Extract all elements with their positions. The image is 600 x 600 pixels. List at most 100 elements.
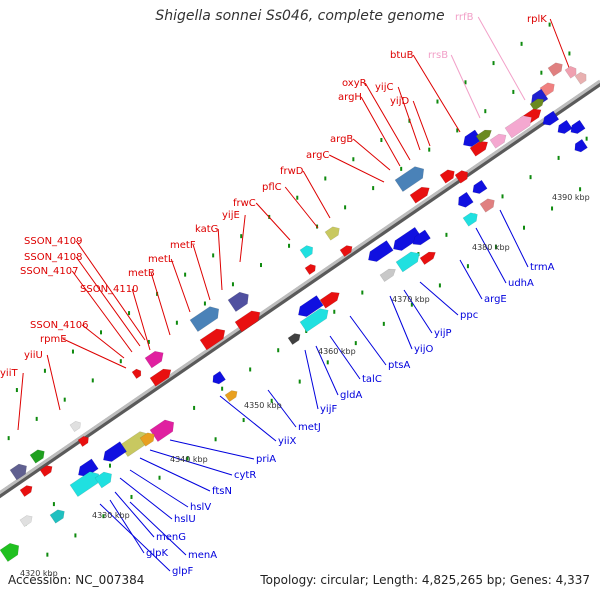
gene-feature[interactable]: [324, 224, 342, 241]
gene-label-btub[interactable]: btuB: [390, 50, 414, 61]
gene-feature[interactable]: [69, 419, 83, 432]
gene-label-sson-4109[interactable]: SSON_4109: [24, 236, 83, 247]
gene-feature[interactable]: [319, 289, 342, 309]
gene-feature[interactable]: [454, 168, 471, 184]
gene-label-sson-4108[interactable]: SSON_4108: [24, 252, 83, 263]
gene-feature[interactable]: [568, 119, 586, 136]
gene-label-rrsb[interactable]: rrsB: [428, 50, 448, 61]
gene-feature[interactable]: [547, 60, 565, 77]
gene-feature[interactable]: [227, 289, 252, 312]
gene-feature[interactable]: [395, 249, 423, 273]
gene-label-talc[interactable]: talC: [362, 374, 382, 385]
gene-feature[interactable]: [540, 110, 560, 128]
gene-feature[interactable]: [475, 127, 494, 143]
gene-feature[interactable]: [504, 112, 535, 139]
gene-label-frwd[interactable]: frwD: [280, 166, 304, 177]
gene-feature[interactable]: [574, 70, 589, 85]
gene-feature[interactable]: [149, 366, 174, 387]
gene-label-rrfb[interactable]: rrfB: [455, 12, 474, 23]
gene-feature[interactable]: [49, 507, 67, 524]
gene-label-cytr[interactable]: cytR: [234, 470, 256, 481]
gene-label-yiit[interactable]: yiiT: [0, 368, 18, 379]
gene-feature[interactable]: [287, 331, 302, 345]
gene-label-udha[interactable]: udhA: [508, 278, 534, 289]
gene-label-yiix[interactable]: yiiX: [278, 436, 296, 447]
gene-label-yijd[interactable]: yijD: [390, 96, 409, 107]
gene-feature[interactable]: [489, 131, 509, 149]
gene-feature[interactable]: [469, 138, 491, 157]
gene-label-trma[interactable]: trmA: [530, 262, 555, 273]
gene-label-ftsn[interactable]: ftsN: [212, 486, 232, 497]
gene-label-yije[interactable]: yijE: [222, 210, 240, 221]
gene-feature[interactable]: [479, 196, 497, 213]
gene-feature[interactable]: [394, 163, 428, 192]
gene-label-arge[interactable]: argE: [484, 294, 507, 305]
gene-label-frwc[interactable]: frwC: [233, 198, 256, 209]
gene-feature[interactable]: [304, 262, 318, 275]
gene-feature[interactable]: [224, 388, 239, 402]
gene-label-hslv[interactable]: hslV: [190, 502, 211, 513]
gene-label-metj[interactable]: metJ: [298, 422, 321, 433]
gene-label-argh[interactable]: argH: [338, 92, 362, 103]
gene-label-yijo[interactable]: yijO: [414, 344, 433, 355]
gene-feature[interactable]: [210, 370, 226, 386]
gene-feature[interactable]: [409, 184, 432, 204]
gene-feature[interactable]: [460, 129, 482, 150]
gene-feature[interactable]: [299, 305, 332, 333]
gene-label-metb[interactable]: metB: [128, 268, 155, 279]
gene-label-meng[interactable]: menG: [156, 532, 186, 543]
gene-feature[interactable]: [9, 461, 30, 481]
gene-feature[interactable]: [234, 307, 263, 333]
gene-feature[interactable]: [379, 266, 398, 282]
gene-feature[interactable]: [19, 513, 34, 527]
gene-feature[interactable]: [144, 348, 167, 369]
gene-label-yijc[interactable]: yijC: [375, 82, 393, 93]
gene-label-sson-4107[interactable]: SSON_4107: [20, 266, 79, 277]
gene-feature[interactable]: [572, 138, 588, 154]
gene-feature[interactable]: [455, 191, 474, 210]
gene-label-glpk[interactable]: glpK: [146, 548, 168, 559]
gene-feature[interactable]: [199, 325, 228, 351]
gene-label-yijf[interactable]: yijF: [320, 404, 337, 415]
gene-label-metf[interactable]: metF: [170, 240, 196, 251]
gene-label-rpme[interactable]: rpmE: [40, 334, 67, 345]
gene-feature[interactable]: [94, 469, 115, 489]
gene-feature[interactable]: [555, 119, 573, 136]
gene-feature[interactable]: [365, 240, 394, 264]
gene-label-glda[interactable]: gldA: [340, 390, 362, 401]
gene-feature[interactable]: [462, 210, 480, 227]
gene-label-ptsa[interactable]: ptsA: [388, 360, 410, 371]
gene-label-argb[interactable]: argB: [330, 134, 353, 145]
gene-feature[interactable]: [29, 447, 47, 464]
gene-feature[interactable]: [439, 167, 457, 184]
gene-label-katg[interactable]: katG: [195, 224, 218, 235]
gene-label-yiiu[interactable]: yiiU: [24, 350, 43, 361]
gene-label-oxyr[interactable]: oxyR: [342, 78, 367, 89]
gene-feature[interactable]: [295, 295, 324, 319]
gene-label-hslu[interactable]: hslU: [174, 514, 196, 525]
gene-label-sson-4106[interactable]: SSON_4106: [30, 320, 89, 331]
gene-label-ppc[interactable]: ppc: [460, 310, 478, 321]
gene-feature[interactable]: [189, 303, 223, 332]
gene-feature[interactable]: [77, 434, 91, 447]
gene-feature[interactable]: [131, 368, 143, 379]
gene-feature[interactable]: [419, 249, 438, 265]
gene-feature[interactable]: [139, 430, 157, 447]
gene-feature[interactable]: [390, 226, 422, 254]
gene-label-metl[interactable]: metL: [148, 254, 174, 265]
gene-label-pflc[interactable]: pflC: [262, 182, 282, 193]
gene-feature[interactable]: [19, 483, 34, 497]
gene-feature[interactable]: [470, 179, 488, 196]
gene-label-mena[interactable]: menA: [188, 550, 217, 561]
gene-feature[interactable]: [299, 243, 316, 259]
gene-feature[interactable]: [339, 243, 354, 257]
gene-label-pria[interactable]: priA: [256, 454, 276, 465]
gene-label-argc[interactable]: argC: [306, 150, 329, 161]
gene-feature[interactable]: [410, 229, 431, 248]
gene-feature[interactable]: [564, 64, 579, 79]
gene-feature[interactable]: [39, 463, 54, 477]
gene-label-sson-4110[interactable]: SSON_4110: [80, 284, 139, 295]
gene-feature[interactable]: [100, 441, 127, 465]
gene-feature[interactable]: [0, 540, 23, 562]
